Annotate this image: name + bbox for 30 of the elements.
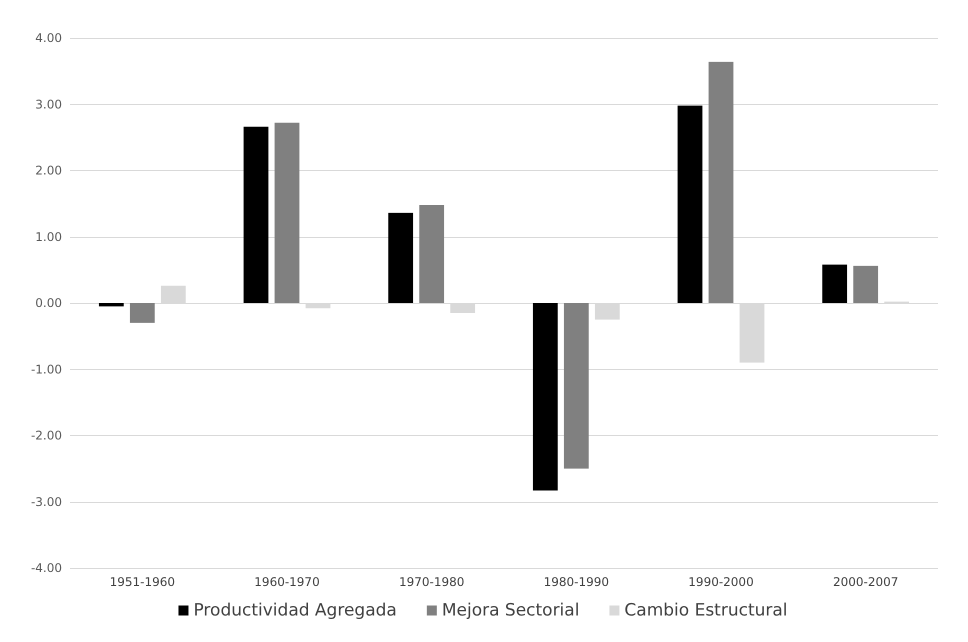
legend-label: Productividad Agregada xyxy=(193,600,397,620)
x-tick-label: 2000-2007 xyxy=(832,575,898,589)
y-tick-label: 3.00 xyxy=(35,97,62,112)
x-tick-label: 1960-1970 xyxy=(254,575,320,589)
bar xyxy=(822,264,848,303)
x-tick-label: 1970-1980 xyxy=(398,575,464,589)
y-tick-label: 2.00 xyxy=(35,164,62,178)
bar xyxy=(708,62,734,303)
x-tick-label: 1980-1990 xyxy=(544,575,610,589)
y-tick-label: -4.00 xyxy=(30,561,62,575)
bar xyxy=(244,126,268,303)
x-tick-label: 1990-2000 xyxy=(688,575,754,589)
x-tick-label: 1951-1960 xyxy=(110,575,176,589)
bar xyxy=(274,122,300,303)
bar xyxy=(532,303,558,490)
bar xyxy=(678,106,702,303)
legend-label: Mejora Sectorial xyxy=(442,600,580,620)
y-tick-label: -1.00 xyxy=(30,362,62,376)
y-tick-label: 4.00 xyxy=(35,31,62,45)
bar xyxy=(419,204,444,303)
bar xyxy=(130,303,155,323)
y-tick-label: 0.00 xyxy=(35,296,62,310)
bar xyxy=(98,303,124,306)
y-tick-label: -3.00 xyxy=(30,494,62,509)
bar xyxy=(564,303,589,469)
y-tick-label: -2.00 xyxy=(30,428,62,442)
bar xyxy=(388,212,414,303)
legend-label: Cambio Estructural xyxy=(624,600,788,620)
y-tick-label: 1.00 xyxy=(35,230,62,244)
bar xyxy=(853,266,878,303)
